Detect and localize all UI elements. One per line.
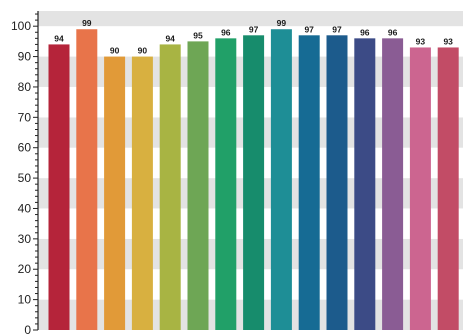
- bar-value-label: 97: [332, 24, 342, 34]
- bar: [409, 47, 431, 330]
- bar: [159, 44, 181, 331]
- data-labels: 94 99 90 90 94 95 96 97 99 97 97 96 96 93 93: [54, 18, 453, 55]
- bar-value-label: 94: [54, 33, 64, 43]
- bar: [104, 56, 126, 330]
- y-tick-label: 10: [18, 293, 32, 307]
- bar-value-label: 96: [388, 27, 398, 37]
- bar: [326, 35, 348, 331]
- bar-value-label: 97: [304, 24, 314, 34]
- bar-value-label: 97: [249, 24, 259, 34]
- bar: [437, 47, 459, 330]
- bar: [298, 35, 320, 331]
- bar: [382, 38, 404, 330]
- y-tick-label: 50: [18, 171, 32, 185]
- bar: [187, 41, 209, 330]
- bar-value-label: 93: [443, 36, 453, 46]
- bars: [48, 29, 459, 331]
- y-tick-label: 0: [24, 323, 31, 336]
- bar-value-label: 96: [221, 27, 231, 37]
- bar-value-label: 95: [193, 30, 203, 40]
- bar: [354, 38, 376, 330]
- y-tick-label: 40: [18, 201, 32, 215]
- bar-value-label: 94: [165, 33, 175, 43]
- y-tick-label: 70: [18, 110, 32, 124]
- y-tick-label: 20: [18, 262, 32, 276]
- bar-value-label: 93: [416, 36, 426, 46]
- y-axis: [33, 11, 39, 331]
- bar: [76, 29, 98, 330]
- bar: [243, 35, 265, 331]
- bar: [215, 38, 237, 330]
- bar-value-label: 90: [110, 46, 120, 56]
- bar-value-label: 90: [138, 46, 148, 56]
- bar-value-label: 96: [360, 27, 370, 37]
- y-tick-label: 30: [18, 232, 32, 246]
- y-tick-label: 80: [18, 80, 32, 94]
- bar-value-label: 99: [277, 18, 287, 28]
- grid-band: [38, 11, 463, 27]
- bar: [270, 29, 292, 330]
- y-axis-ticks: 0 10 20 30 40 50 60 70 80 90 100: [11, 19, 31, 336]
- y-tick-label: 100: [11, 19, 31, 33]
- bar: [131, 56, 153, 330]
- y-tick-label: 90: [18, 50, 32, 64]
- y-tick-label: 60: [18, 141, 32, 155]
- bar: [48, 44, 70, 331]
- bar-value-label: 99: [82, 18, 92, 28]
